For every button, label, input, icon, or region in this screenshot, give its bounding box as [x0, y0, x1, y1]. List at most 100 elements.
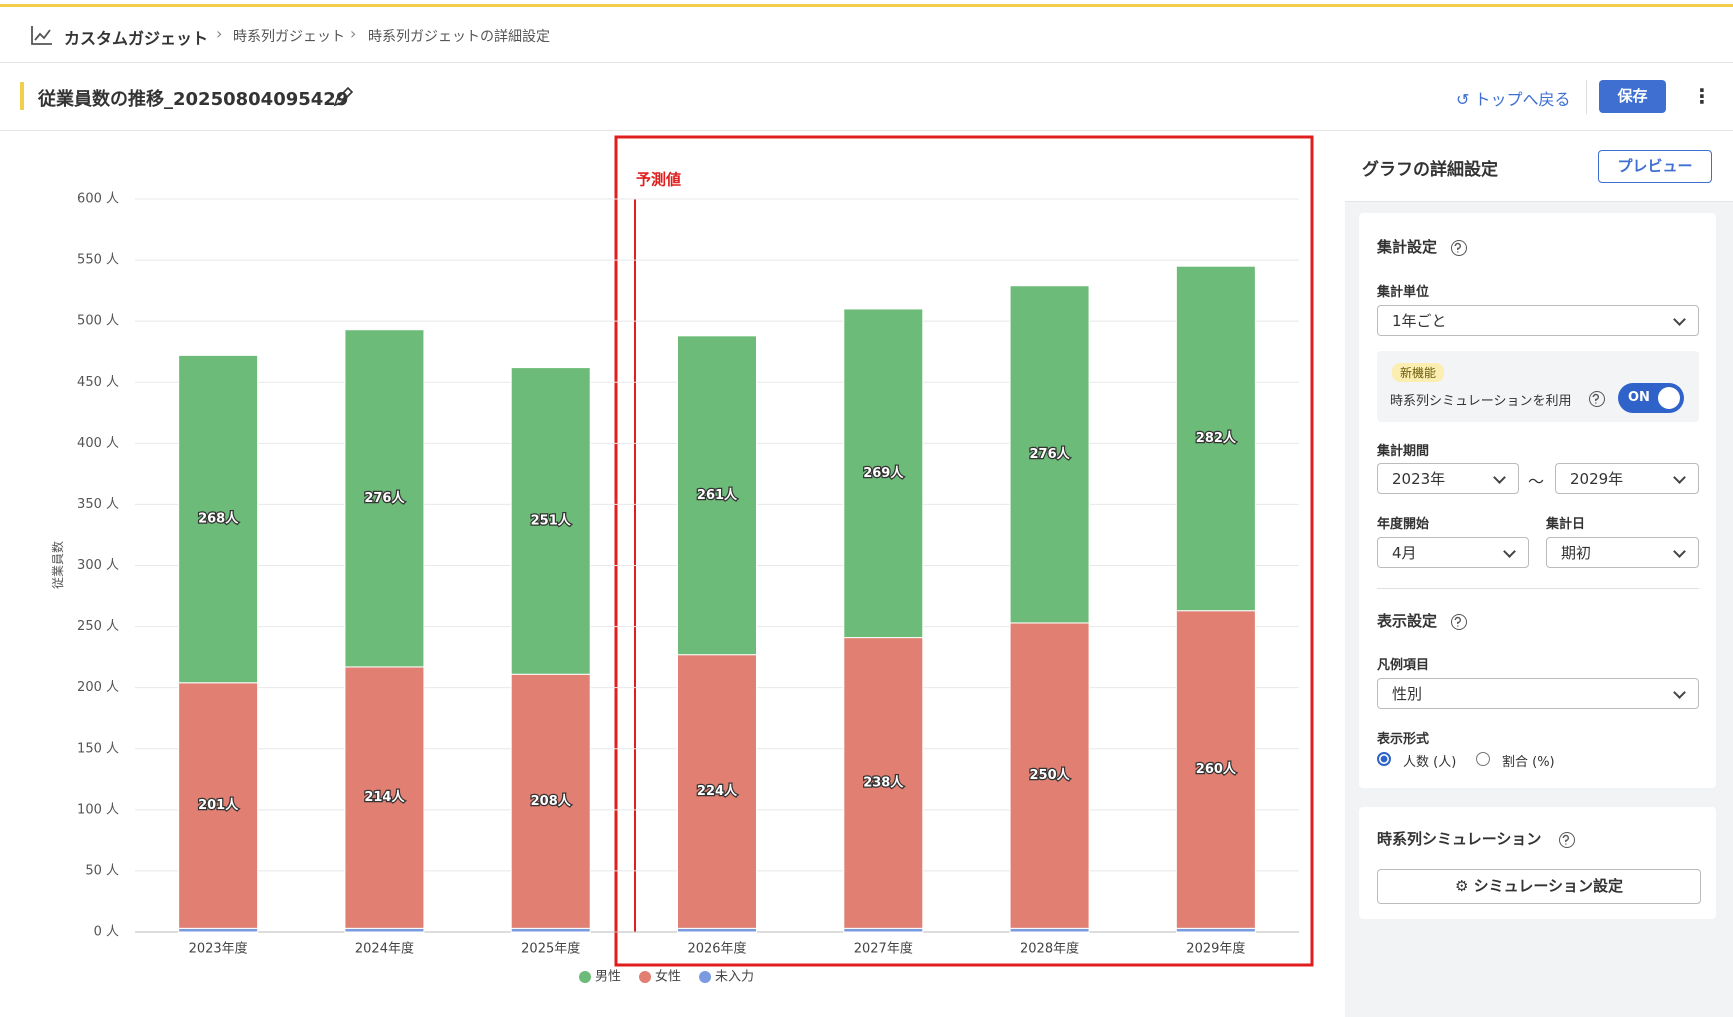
edit-icon[interactable]: [332, 86, 354, 108]
data-label: 238人: [863, 774, 904, 790]
x-tick-label: 2028年度: [1020, 941, 1079, 957]
y-axis-label: 従業員数: [50, 541, 65, 589]
bar-segment: [677, 927, 757, 933]
field-label: 表示形式: [1377, 732, 1430, 747]
page-title: 従業員数の推移_20250804095429: [38, 89, 349, 110]
section-heading: 表示設定: [1377, 612, 1438, 630]
bar-segment: [1009, 927, 1090, 933]
kebab-menu[interactable]: ⋮: [1692, 84, 1712, 108]
data-label: 282人: [1196, 430, 1237, 446]
field-label: 集計単位: [1377, 285, 1430, 300]
card: [1359, 807, 1716, 919]
y-tick-label: 500 人: [77, 314, 119, 329]
x-tick-label: 2023年度: [189, 941, 248, 957]
x-tick-label: 2029年度: [1186, 941, 1245, 957]
bar-segment: [1009, 285, 1090, 624]
top-bar: [0, 4, 1733, 7]
legend-swatch: [699, 971, 712, 983]
legend-swatch: [579, 971, 591, 983]
divider: [0, 62, 1733, 63]
field-label: 集計日: [1546, 517, 1586, 532]
annotation: 予測値: [636, 171, 681, 189]
help-glyph: [1562, 834, 1569, 845]
sidebar-title: グラフの詳細設定: [1362, 160, 1498, 180]
breadcrumb-sep: ›: [350, 24, 357, 43]
select[interactable]: 性別: [1377, 678, 1699, 709]
divider: [1377, 588, 1699, 589]
gadget-icon: [31, 26, 52, 45]
bar-segment: [510, 673, 591, 929]
y-tick-label: 600 人: [77, 192, 119, 207]
y-tick-label: 400 人: [77, 436, 119, 451]
legend-label: 男性: [595, 970, 621, 985]
back-icon: ↺: [1456, 90, 1475, 109]
back-text: トップへ戻る: [1474, 90, 1571, 109]
select[interactable]: 期初: [1546, 537, 1699, 568]
bar-segment: [843, 637, 924, 929]
y-tick-label: 300 人: [77, 558, 119, 573]
bar-segment: [1175, 927, 1256, 933]
y-tick-label: 250 人: [77, 619, 119, 634]
data-label: 261人: [697, 487, 738, 503]
help-icon[interactable]: [1559, 832, 1575, 848]
bar-segment: [510, 367, 591, 675]
bar-segment: [344, 927, 425, 933]
help-icon[interactable]: [1451, 240, 1467, 256]
data-label: 260人: [1196, 761, 1237, 777]
data-label: 276人: [364, 490, 405, 506]
title-accent: [20, 82, 24, 110]
radio[interactable]: [1476, 752, 1490, 766]
y-tick-label: 50 人: [85, 863, 119, 878]
help-glyph: [1454, 616, 1461, 627]
simulation-button[interactable]: ⚙ シミュレーション設定: [1377, 869, 1701, 904]
divider: [1586, 80, 1587, 114]
x-tick-label: 2025年度: [521, 941, 580, 957]
back-link[interactable]: ↺ トップへ戻る: [1456, 86, 1571, 110]
breadcrumb-item: 時系列ガジェットの詳細設定: [368, 29, 550, 45]
y-tick-label: 100 人: [77, 802, 119, 817]
data-label: 208人: [531, 793, 572, 809]
new-badge: 新機能: [1392, 363, 1445, 382]
select[interactable]: 1年ごと: [1377, 305, 1699, 336]
field-label: 年度開始: [1377, 517, 1430, 532]
legend-label: 女性: [655, 969, 681, 985]
divider: [0, 130, 1733, 131]
help-icon[interactable]: [1589, 391, 1605, 407]
bar-segment: [178, 927, 259, 933]
data-label: 224人: [697, 783, 738, 799]
preview-button[interactable]: プレビュー: [1598, 150, 1712, 183]
help-icon[interactable]: [1451, 614, 1467, 630]
data-label: 214人: [364, 789, 405, 805]
radio[interactable]: [1377, 752, 1391, 766]
bar-segment: [843, 927, 924, 933]
data-label: 269人: [863, 465, 904, 481]
x-tick-label: 2027年度: [854, 941, 913, 957]
toggle[interactable]: ON: [1618, 383, 1684, 413]
breadcrumb-item[interactable]: カスタムガジェット: [64, 29, 209, 48]
data-label: 276人: [1030, 446, 1071, 462]
select[interactable]: 2023年: [1377, 463, 1519, 494]
breadcrumb-item[interactable]: 時系列ガジェット: [233, 29, 345, 45]
y-tick-label: 200 人: [77, 680, 119, 695]
bar-segment: [344, 329, 425, 668]
y-tick-label: 350 人: [77, 497, 119, 512]
field-label: 凡例項目: [1377, 658, 1430, 673]
bar-segment: [178, 354, 259, 684]
toggle-label: 時系列シミュレーションを利用: [1390, 394, 1572, 409]
toggle-knob: [1658, 387, 1680, 409]
x-tick-label: 2024年度: [355, 941, 414, 957]
data-label: 250人: [1030, 767, 1071, 783]
bar-segment: [178, 682, 259, 929]
select[interactable]: 2029年: [1555, 463, 1699, 494]
breadcrumb-sep: ›: [216, 24, 223, 43]
radio-label: 人数 (人): [1403, 755, 1457, 770]
bar-segment: [1175, 610, 1256, 929]
section-heading: 時系列シミュレーション: [1377, 830, 1542, 848]
select[interactable]: 4月: [1377, 537, 1529, 568]
data-label: 251人: [531, 512, 572, 528]
radio-label: 割合 (%): [1502, 755, 1555, 770]
data-label: 268人: [198, 511, 239, 527]
data-label: 201人: [198, 797, 239, 813]
save-button[interactable]: 保存: [1599, 80, 1666, 113]
forecast-highlight: [614, 135, 1314, 967]
